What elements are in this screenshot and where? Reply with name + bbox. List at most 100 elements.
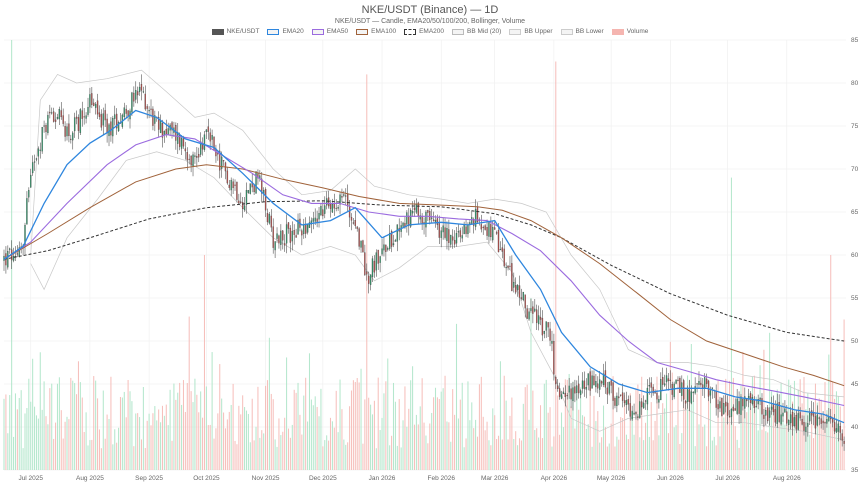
volume-bar (184, 411, 186, 470)
candle-body (822, 420, 824, 424)
volume-bar (371, 414, 374, 470)
x-tick-label: Aug 2026 (773, 475, 801, 482)
volume-bar (142, 387, 144, 470)
candle-body (497, 230, 500, 253)
candle-body (356, 226, 358, 229)
candle-body (753, 399, 756, 408)
candle-body (686, 389, 689, 402)
volume-bar (150, 425, 152, 470)
candle-body (306, 224, 309, 233)
candle-body (28, 190, 30, 198)
candle-body (805, 426, 807, 432)
volume-bar (455, 323, 458, 470)
candle-body (358, 228, 360, 247)
candle-body (453, 240, 456, 245)
candle-body (564, 393, 567, 397)
legend-item[interactable]: Volume (611, 28, 648, 35)
candle-body (612, 382, 614, 401)
candle-body (329, 203, 332, 209)
candle-body (463, 225, 465, 235)
candle-body (73, 117, 76, 132)
volume-bar (727, 410, 729, 470)
candle-body (390, 230, 393, 247)
volume-bar (9, 395, 11, 470)
candle-body (70, 138, 72, 140)
volume-bar (580, 387, 582, 470)
volume-bar (501, 439, 503, 470)
volume-bar (822, 419, 824, 470)
volume-bar (629, 393, 631, 470)
candle-body (726, 402, 729, 416)
candle-body (373, 260, 376, 273)
volume-bar (744, 410, 746, 470)
volume-bar (39, 352, 41, 470)
candle-body (721, 398, 723, 416)
volume-bar (26, 407, 28, 470)
volume-bar (616, 436, 618, 470)
candle-body (360, 240, 362, 248)
volume-bar (343, 439, 345, 470)
volume-bar (562, 427, 564, 470)
candle-body (673, 383, 675, 398)
candle-body (818, 417, 820, 419)
legend-item[interactable]: BB Mid (20) (452, 28, 501, 35)
volume-bar (307, 421, 309, 470)
candle-body (446, 227, 448, 242)
volume-bar (116, 442, 118, 470)
candle-body (427, 210, 429, 213)
volume-bar (669, 341, 671, 470)
volume-bar (352, 380, 354, 470)
volume-bar (433, 397, 435, 470)
candle-body (196, 156, 198, 158)
volume-bar (35, 415, 37, 470)
candle-body (576, 385, 578, 393)
volume-bar (730, 177, 732, 470)
volume-bar (83, 432, 85, 470)
volume-bar (194, 378, 196, 470)
candle-body (285, 224, 288, 244)
candle-body (711, 387, 714, 389)
volume-bar (66, 416, 68, 470)
legend-item[interactable]: EMA20 (267, 28, 304, 35)
candle-body (106, 118, 108, 134)
legend-item[interactable]: EMA100 (356, 28, 396, 35)
legend-item[interactable]: BB Upper (509, 28, 553, 35)
candle-body (641, 401, 643, 408)
candle-body (684, 401, 687, 404)
candle-body (788, 420, 790, 426)
candle-body (127, 110, 129, 117)
volume-bar (89, 440, 91, 470)
candle-body (47, 115, 49, 134)
candle-body (751, 397, 754, 405)
volume-bar (780, 382, 782, 470)
volume-bar (95, 380, 97, 470)
legend-item[interactable]: EMA50 (311, 28, 348, 35)
candle-body (534, 308, 536, 312)
candle-body (730, 408, 733, 417)
volume-bar (175, 399, 177, 470)
candle-body (761, 398, 763, 415)
volume-bar (488, 440, 490, 470)
candle-body (102, 113, 104, 126)
candle-body (220, 156, 223, 169)
volume-bar (251, 398, 253, 470)
legend-item[interactable]: BB Lower (560, 28, 604, 35)
volume-bar (427, 443, 429, 470)
volume-bar (253, 440, 255, 470)
candle-body (595, 381, 597, 388)
volume-bar (261, 430, 263, 470)
volume-bar (673, 427, 675, 470)
candle-body (33, 161, 36, 163)
volume-bar (276, 446, 278, 470)
volume-bar (301, 434, 303, 470)
volume-bar (738, 447, 740, 470)
candle-body (39, 149, 41, 151)
candle-body (343, 194, 345, 196)
volume-bar (526, 384, 528, 470)
candle-body (322, 209, 324, 217)
volume-bar (133, 446, 135, 470)
legend-item[interactable]: NKE/USDT (211, 28, 259, 35)
volume-bar (297, 382, 299, 470)
candle-body (740, 396, 742, 415)
legend-item[interactable]: EMA200 (404, 28, 444, 35)
